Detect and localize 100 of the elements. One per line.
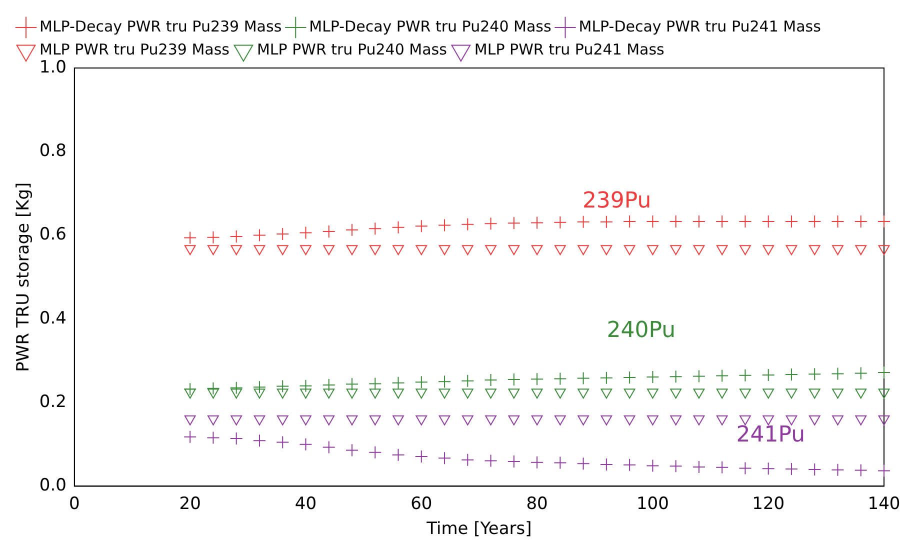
- point: [392, 415, 404, 426]
- point: [669, 214, 682, 228]
- legend-label: MLP PWR tru Pu241 Mass: [474, 40, 665, 58]
- point: [716, 388, 728, 399]
- point: [299, 226, 312, 240]
- y-axis-title: PWR TRU storage [Kg]: [14, 182, 34, 372]
- point: [554, 372, 567, 386]
- point: [808, 415, 820, 426]
- y-tick-label: 0.6: [39, 224, 66, 245]
- y-tick-label: 0.2: [39, 392, 66, 412]
- point: [276, 380, 290, 393]
- point: [184, 231, 197, 244]
- point: [254, 388, 266, 399]
- point: [692, 214, 706, 228]
- point: [832, 415, 844, 426]
- point: [462, 415, 474, 426]
- point: [832, 388, 844, 399]
- point: [369, 388, 381, 399]
- point: [438, 415, 450, 426]
- point: [416, 415, 428, 426]
- point: [414, 376, 428, 389]
- point: [252, 228, 266, 242]
- point: [762, 462, 775, 476]
- point: [855, 415, 867, 426]
- legend-label: MLP-Decay PWR tru Pu240 Mass: [309, 17, 552, 36]
- point: [462, 245, 474, 256]
- point: [808, 214, 822, 228]
- point: [508, 415, 520, 426]
- point: [276, 245, 288, 256]
- point: [716, 460, 729, 474]
- point: [831, 367, 844, 380]
- point: [484, 373, 498, 386]
- point: [624, 388, 636, 399]
- point: [484, 217, 498, 230]
- x-tick-label: 80: [526, 494, 548, 514]
- point: [878, 415, 890, 426]
- point: [646, 370, 660, 384]
- y-tick-label: 0.8: [39, 141, 66, 162]
- point: [276, 228, 290, 241]
- point: [346, 444, 358, 457]
- point: [208, 388, 219, 399]
- point: [855, 245, 867, 256]
- point: [230, 245, 242, 256]
- point: [485, 415, 496, 426]
- point: [461, 374, 474, 388]
- point: [346, 223, 358, 236]
- x-tick-label: 100: [636, 494, 669, 514]
- point: [669, 370, 682, 384]
- point: [831, 214, 844, 228]
- point: [530, 216, 544, 230]
- point: [740, 245, 751, 256]
- point: [578, 245, 589, 256]
- point: [669, 460, 682, 473]
- point: [878, 366, 890, 379]
- point: [670, 388, 682, 399]
- point: [600, 415, 612, 426]
- point: [416, 245, 428, 256]
- point: [206, 382, 220, 395]
- point: [762, 214, 775, 228]
- point: [623, 370, 636, 384]
- point: [878, 388, 890, 399]
- point: [600, 458, 613, 471]
- legend-label: MLP PWR tru Pu240 Mass: [256, 40, 448, 58]
- point: [554, 245, 566, 256]
- y-tick-label: 0.4: [39, 308, 66, 328]
- point: [554, 216, 567, 229]
- point: [346, 245, 358, 256]
- point: [554, 456, 567, 470]
- point: [369, 415, 381, 426]
- point: [646, 214, 660, 228]
- point: [300, 415, 312, 426]
- point: [647, 245, 658, 256]
- point: [692, 370, 706, 383]
- point: [786, 415, 798, 426]
- point: [716, 415, 728, 426]
- point: [623, 214, 636, 228]
- point: [230, 388, 242, 399]
- point: [322, 225, 336, 238]
- point: [392, 448, 405, 462]
- point: [808, 245, 820, 256]
- point: [578, 388, 589, 399]
- legend-label: MLP PWR tru Pu239 Mass: [40, 40, 230, 58]
- point: [507, 373, 520, 386]
- point: [206, 431, 220, 444]
- point: [784, 368, 798, 382]
- point: [576, 215, 590, 228]
- point: [438, 245, 450, 256]
- x-tick-label: 40: [294, 494, 317, 514]
- point: [323, 245, 335, 256]
- point: [416, 388, 428, 399]
- point: [276, 415, 288, 426]
- point: [438, 452, 452, 465]
- point: [184, 415, 196, 426]
- point: [346, 415, 358, 426]
- point: [368, 446, 382, 459]
- point: [299, 438, 312, 451]
- point: [530, 372, 544, 386]
- point: [762, 388, 774, 399]
- point: [485, 245, 496, 256]
- point: [738, 462, 752, 475]
